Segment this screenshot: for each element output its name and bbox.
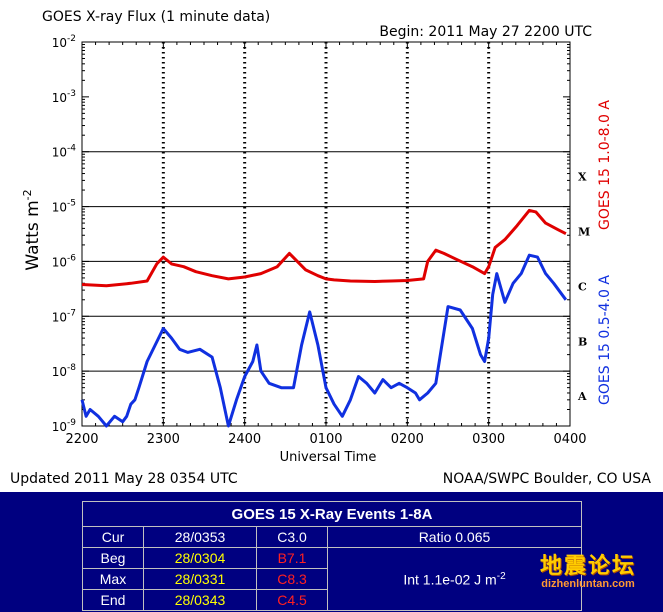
- events-table: GOES 15 X-Ray Events 1-8A Cur 28/0353 C3…: [82, 501, 582, 611]
- event-time: 28/0343: [143, 589, 257, 611]
- x-tick-label: 0200: [391, 432, 424, 447]
- series-layer: [80, 208, 568, 428]
- footer-credit: NOAA/SWPC Boulder, CO USA: [443, 471, 652, 487]
- row-label: Beg: [82, 547, 144, 569]
- flare-class-label: C: [578, 280, 587, 293]
- y-tick-label: 10-9: [52, 418, 77, 434]
- footer-updated: Updated 2011 May 28 0354 UTC: [10, 471, 238, 487]
- event-time: 28/0331: [143, 568, 257, 590]
- y-tick-label: 10-8: [52, 363, 77, 379]
- y-tick-label: 10-7: [52, 308, 76, 324]
- watermark-logo: 地震论坛 dizhenluntan.com: [518, 548, 658, 590]
- flare-class-label: M: [578, 226, 590, 239]
- series-legend-label: GOES 15 0.5-4.0 A: [597, 275, 613, 405]
- y-tick-label: 10-2: [52, 34, 76, 50]
- row-label: End: [82, 589, 144, 611]
- x-axis-label: Universal Time: [280, 450, 377, 465]
- series-line: [81, 208, 567, 288]
- table-row-cur: Cur 28/0353 C3.0 Ratio 0.065: [82, 526, 582, 548]
- series-line: [80, 253, 568, 428]
- event-class: C8.3: [256, 568, 328, 590]
- x-tick-label: 2400: [228, 432, 261, 447]
- table-row-max: Max 28/0331 C8.3: [82, 568, 582, 590]
- watermark-url: dizhenluntan.com: [541, 578, 635, 590]
- y-tick-label: 10-4: [52, 144, 77, 160]
- y-axis-label-sup: -2: [21, 189, 34, 200]
- table-row-end: End 28/0343 C4.5: [82, 589, 582, 611]
- event-time: 28/0304: [143, 547, 257, 569]
- x-tick-label: 2200: [65, 432, 98, 447]
- row-label: Max: [82, 568, 144, 590]
- y-tick-label: 10-3: [52, 89, 76, 105]
- y-axis-label: Watts m-2: [21, 189, 43, 270]
- y-tick-label: 10-5: [52, 199, 76, 215]
- x-tick-label: 0100: [309, 432, 342, 447]
- ratio-value: Ratio 0.065: [327, 526, 582, 548]
- events-table-title: GOES 15 X-Ray Events 1-8A: [82, 501, 582, 527]
- integral-value: Int 1.1e-02 J m: [403, 571, 497, 588]
- y-tick-label: 10-6: [52, 253, 77, 269]
- flare-class-label: A: [577, 390, 587, 403]
- watermark-text: 地震论坛: [539, 554, 636, 579]
- row-label: Cur: [82, 526, 144, 548]
- goes-xray-chart: GOES X-ray Flux (1 minute data) Begin: 2…: [10, 9, 652, 487]
- table-row-beg: Beg 28/0304 B7.1 Int 1.1e-02 J m-2: [82, 547, 582, 611]
- begin-label: Begin: 2011 May 27 2200 UTC: [379, 24, 592, 40]
- series-legend-label: GOES 15 1.0-8.0 A: [597, 100, 613, 230]
- event-class: C3.0: [256, 526, 328, 548]
- integral-cell: Int 1.1e-02 J m-2: [327, 547, 582, 611]
- grid: [81, 41, 571, 427]
- flare-class-label: X: [578, 171, 587, 184]
- axis-labels: X M C B A 2200 2300 2400 0100 0200 0300 0400 10-2 10-…: [52, 34, 613, 447]
- x-tick-label: 0300: [472, 432, 505, 447]
- chart-panel: GOES X-ray Flux (1 minute data) Begin: 2…: [0, 0, 663, 492]
- x-tick-label: 0400: [553, 432, 586, 447]
- event-class: C4.5: [256, 589, 328, 611]
- integral-sup: -2: [496, 570, 506, 582]
- event-time: 28/0353: [143, 526, 257, 548]
- event-class: B7.1: [256, 547, 328, 569]
- x-tick-label: 2300: [147, 432, 180, 447]
- flare-class-label: B: [578, 335, 587, 348]
- chart-title: GOES X-ray Flux (1 minute data): [42, 9, 270, 25]
- y-axis-label-text: Watts m: [23, 200, 43, 270]
